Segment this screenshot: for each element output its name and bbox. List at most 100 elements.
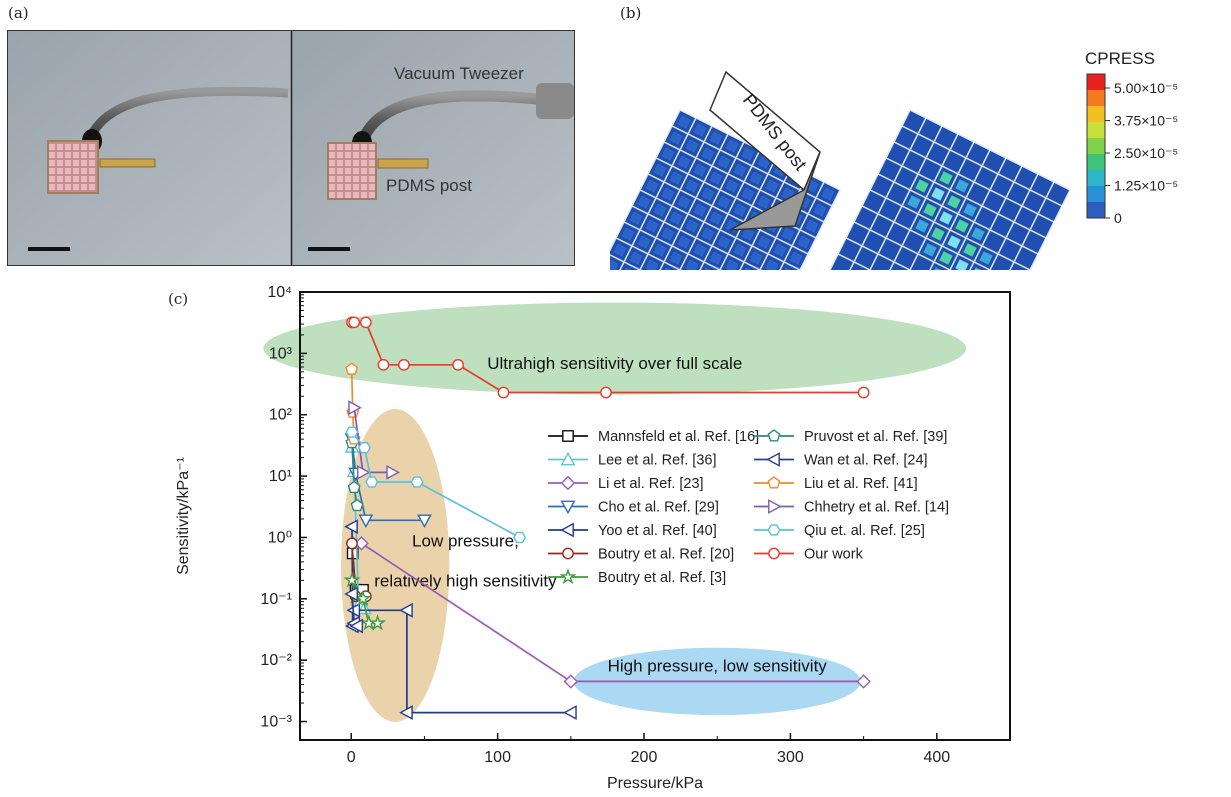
legend-label: Chhetry et al. Ref. [14]: [804, 500, 949, 516]
tile-center: [725, 179, 739, 193]
tile-center: [709, 171, 723, 185]
legend-marker: [767, 524, 781, 536]
legend-label: Liu et al. Ref. [41]: [804, 476, 918, 492]
tile-center: [693, 203, 707, 217]
region-ellipse: [263, 302, 967, 395]
x-axis-label: Pressure/kPa: [607, 775, 703, 792]
legend-label: Lee et al. Ref. [36]: [598, 453, 717, 469]
colorbar-segment: [1087, 202, 1105, 218]
tile-center: [709, 251, 723, 265]
panel-label-c: (c): [168, 290, 189, 308]
pressure-spot: [939, 171, 953, 185]
data-point: [417, 514, 432, 529]
pressure-spot: [915, 219, 929, 233]
pressure-spot: [947, 195, 961, 209]
tile-center: [797, 235, 811, 249]
data-point: [857, 386, 870, 399]
legend-marker: [562, 430, 574, 442]
legend-marker: [562, 547, 574, 560]
y-tick-label: 10⁻³: [260, 714, 292, 731]
tile-center: [757, 235, 771, 249]
tile-center: [741, 147, 755, 161]
data-point: [452, 358, 465, 371]
legend-label: Boutry et al. Ref. [3]: [598, 570, 726, 586]
data-point: [354, 589, 372, 607]
region-label: High pressure, low sensitivity: [608, 656, 828, 675]
legend-label: Boutry et al. Ref. [20]: [598, 547, 734, 563]
data-point: [399, 705, 413, 720]
legend-marker: [560, 475, 576, 491]
tile-center: [669, 131, 683, 145]
tweezer-tube-left: [83, 86, 289, 145]
legend-marker: [768, 547, 780, 560]
tile-center: [717, 155, 731, 169]
tile-center: [669, 251, 683, 265]
region-labels: Ultrahigh sensitivity over full scale Low…: [374, 354, 827, 676]
tile-center: [669, 171, 683, 185]
tile-center: [685, 139, 699, 153]
tile-center: [693, 123, 707, 137]
legend-label: Pruvost et al. Ref. [39]: [804, 429, 947, 445]
tile-center: [637, 195, 651, 209]
pressure-spot: [939, 211, 953, 225]
tile-center: [709, 211, 723, 225]
tile-center: [645, 259, 659, 273]
legend-marker: [766, 452, 780, 467]
tile-center: [733, 203, 747, 217]
tile-center: [629, 251, 643, 265]
tile-center: [645, 219, 659, 233]
scale-bar-left: [28, 247, 70, 251]
data-point: [410, 476, 424, 488]
pressure-spot: [947, 235, 961, 249]
tile-center: [613, 243, 627, 257]
tile-center: [813, 203, 827, 217]
tile-center: [677, 235, 691, 249]
vacuum-tweezer-label: Vacuum Tweezer: [394, 64, 524, 83]
panel-label-a: (a): [8, 4, 29, 22]
tile-center: [661, 227, 675, 241]
tile-center: [765, 259, 779, 273]
tile-center: [773, 243, 787, 257]
tile-center: [653, 163, 667, 177]
data-point: [346, 537, 358, 550]
tile-center: [653, 203, 667, 217]
tile-center: [805, 219, 819, 233]
tile-center: [733, 243, 747, 257]
sensor-chip-right: [327, 142, 377, 200]
y-tick-label: 10⁻²: [260, 652, 292, 669]
colorbar-tick-label: 2.50×10⁻⁵: [1114, 145, 1178, 161]
tile-center: [645, 179, 659, 193]
series-group: [346, 316, 870, 399]
legend-label: Cho et al. Ref. [29]: [598, 500, 719, 516]
tile-center: [669, 211, 683, 225]
data-point: [563, 674, 579, 689]
tile-center: [757, 195, 771, 209]
data-point: [357, 442, 371, 454]
region-label: Ultrahigh sensitivity over full scale: [487, 354, 742, 373]
legend-label: Mannsfeld et al. Ref. [16]: [598, 429, 759, 445]
tile-center: [677, 115, 691, 129]
colorbar-segment: [1087, 170, 1105, 186]
tile-center: [701, 147, 715, 161]
legend-label: Qiu et. al. Ref. [25]: [804, 523, 925, 539]
y-tick-label: 10¹: [269, 468, 292, 485]
tile-center: [749, 171, 763, 185]
tile-center: [677, 155, 691, 169]
series-group: [348, 400, 400, 480]
tile-center: [693, 163, 707, 177]
pressure-spot: [907, 195, 921, 209]
data-point: [344, 586, 358, 602]
tile-center: [725, 259, 739, 273]
x-tick-label: 400: [923, 749, 950, 766]
tile-center: [629, 211, 643, 225]
data-point: [343, 571, 361, 588]
pressure-spot: [931, 227, 945, 241]
legend-marker: [767, 429, 781, 442]
chart-svg: Ultrahigh sensitivity over full scale Low…: [175, 284, 1011, 792]
tweezer-tube-right: [356, 90, 557, 145]
colorbar-segment: [1087, 106, 1105, 122]
colorbar-segment: [1087, 138, 1105, 154]
colorbar-tick-label: 3.75×10⁻⁵: [1114, 113, 1178, 129]
legend-label: Wan et al. Ref. [24]: [804, 453, 928, 469]
plot-frame: [299, 291, 1011, 741]
